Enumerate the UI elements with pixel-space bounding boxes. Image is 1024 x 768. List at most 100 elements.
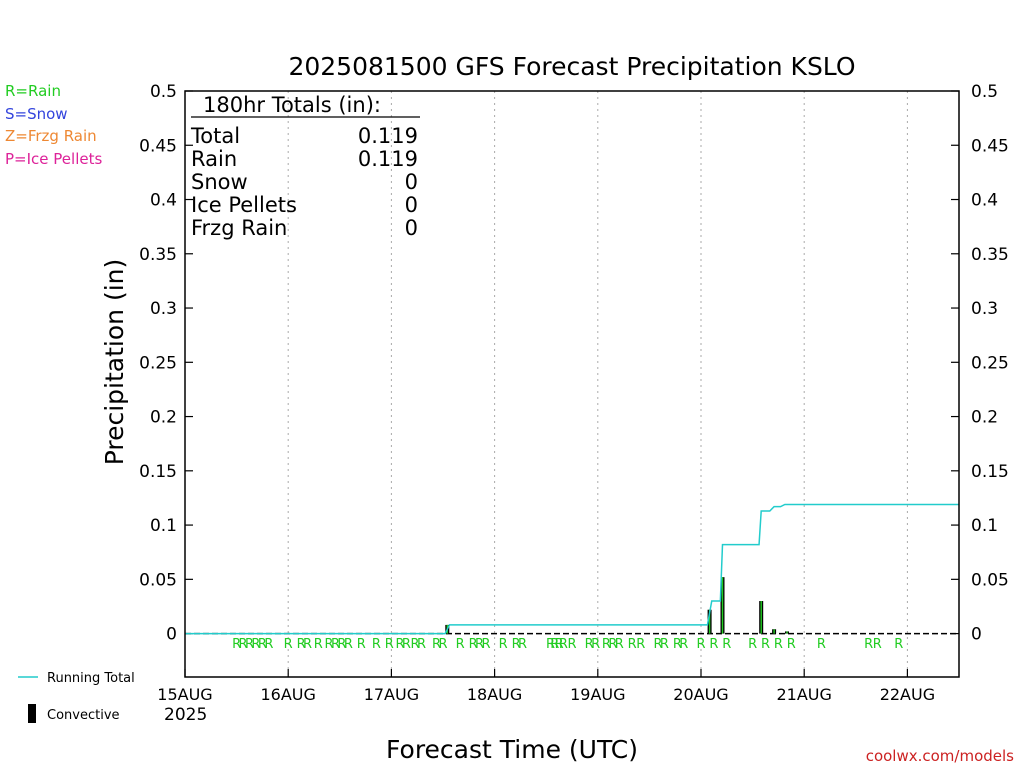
totals-row-value: 0.119 (358, 147, 418, 171)
legend-rain: R=Rain (5, 82, 61, 100)
rain-type-marker: R (559, 637, 568, 652)
rain-type-marker: R (251, 637, 260, 652)
y-tick-label: 0.3 (150, 299, 177, 319)
totals-row-value: 0.119 (358, 124, 418, 148)
rain-type-marker: R (864, 637, 873, 652)
rain-type-marker: R (314, 637, 323, 652)
rain-bar-core (773, 629, 775, 634)
rain-type-marker: R (264, 637, 273, 652)
rain-type-marker: R (673, 637, 682, 652)
x-tick-label: 20AUG (673, 685, 728, 704)
rain-type-marker: R (602, 637, 611, 652)
x-tick-label: 18AUG (467, 685, 522, 704)
totals-row-label: Ice Pellets (191, 193, 297, 217)
y-axis-left: 0 0.05 0.1 0.15 0.2 0.25 0.3 0.35 0.4 0.45 0.5 (139, 82, 193, 645)
rain-type-marker: R (518, 637, 527, 652)
y-tick-label: 0.45 (971, 136, 1009, 156)
convective-legend-text: Convective (47, 708, 120, 723)
rain-type-marker: R (303, 637, 312, 652)
legend-ice-pellets: P=Ice Pellets (5, 150, 102, 168)
totals-row-label: Rain (191, 147, 237, 171)
rain-type-marker: R (417, 637, 426, 652)
type-legend: R=Rain S=Snow Z=Frzg Rain P=Ice Pellets (5, 82, 102, 168)
rain-type-marker: R (481, 637, 490, 652)
rain-type-marker: R (550, 637, 559, 652)
rain-type-marker: R (567, 637, 576, 652)
rain-bar-core (786, 631, 788, 634)
rain-type-marker: R (696, 637, 705, 652)
y-tick-label: 0.4 (150, 191, 177, 211)
y-tick-label: 0.5 (150, 82, 177, 102)
x-tick-label: 19AUG (570, 685, 625, 704)
rain-type-marker: R (499, 637, 508, 652)
legend-frzg-rain: Z=Frzg Rain (5, 127, 97, 145)
y-tick-label: 0.4 (971, 191, 998, 211)
rain-type-marker: R (653, 637, 662, 652)
rain-type-marker: R (232, 637, 241, 652)
totals-row-label: Frzg Rain (191, 216, 287, 240)
x-tick-label: 15AUG (157, 685, 212, 704)
y-tick-label: 0.2 (150, 408, 177, 428)
y-axis-right: 0 0.05 0.1 0.15 0.2 0.25 0.3 0.35 0.4 0.45 0.5 (951, 82, 1009, 645)
rain-type-marker: R (357, 637, 366, 652)
x-tick-label: 17AUG (364, 685, 419, 704)
y-tick-label: 0.35 (139, 245, 177, 265)
rain-type-marker: R (432, 637, 441, 652)
x-tick-label: 16AUG (260, 685, 315, 704)
rain-type-marker: R (679, 637, 688, 652)
rain-type-marker: R (585, 637, 594, 652)
rain-type-marker: R (748, 637, 757, 652)
y-tick-label: 0.15 (139, 462, 177, 482)
rain-type-marker: R (873, 637, 882, 652)
rain-type-marker: R (475, 637, 484, 652)
rain-bar-core (708, 609, 711, 634)
rain-type-marker: R (411, 637, 420, 652)
x-axis-label: Forecast Time (UTC) (386, 735, 638, 764)
legend-snow: S=Snow (5, 105, 68, 123)
totals-box: 180hr Totals (in): Total 0.119 Rain 0.119 Sn… (190, 93, 420, 240)
running-total-line (185, 503, 959, 635)
rain-type-marker: R (284, 637, 293, 652)
y-tick-label: 0.25 (971, 353, 1009, 373)
rain-type-marker: R (608, 637, 617, 652)
rain-type-marker: R (894, 637, 903, 652)
x-tick-label: 21AUG (776, 685, 831, 704)
rain-type-marker: R (722, 637, 731, 652)
totals-row-value: 0 (405, 216, 418, 240)
vertical-gridlines (287, 91, 908, 677)
y-tick-label: 0.15 (971, 462, 1009, 482)
rain-type-marker: R (331, 637, 340, 652)
rain-bar-core (721, 577, 724, 634)
y-tick-label: 0 (166, 625, 177, 645)
totals-row-label: Total (190, 124, 240, 148)
rain-type-marker: R (512, 637, 521, 652)
precip-bars (445, 577, 789, 634)
rain-type-marker: R (337, 637, 346, 652)
rain-type-marker: R (372, 637, 381, 652)
credit-text: coolwx.com/models (866, 747, 1014, 765)
y-tick-label: 0.1 (971, 516, 998, 536)
x-axis: 15AUG 16AUG 17AUG 18AUG 19AUG 20AUG 21AUG 22AUG (157, 669, 935, 704)
y-tick-label: 0.3 (971, 299, 998, 319)
rain-type-marker: R (817, 637, 826, 652)
rain-type-marker: R (787, 637, 796, 652)
running-total-legend-text: Running Total (47, 671, 135, 686)
rain-type-marker: R (258, 637, 267, 652)
y-tick-label: 0.05 (139, 570, 177, 590)
rain-type-marker: R (591, 637, 600, 652)
convective-legend-swatch (28, 704, 36, 723)
y-tick-label: 0.35 (971, 245, 1009, 265)
rain-type-marker: R (325, 637, 334, 652)
rain-type-marker: R (297, 637, 306, 652)
rain-type-marker: R (245, 637, 254, 652)
rain-type-marker: R (774, 637, 783, 652)
rain-type-marker: R (469, 637, 478, 652)
plot-frame (184, 90, 960, 678)
totals-heading: 180hr Totals (in): (203, 93, 381, 117)
y-axis-label: Precipitation (in) (100, 259, 129, 466)
rain-type-marker: R (660, 637, 669, 652)
rain-type-marker: R (628, 637, 637, 652)
rain-type-marker: R (761, 637, 770, 652)
y-tick-label: 0.05 (971, 570, 1009, 590)
